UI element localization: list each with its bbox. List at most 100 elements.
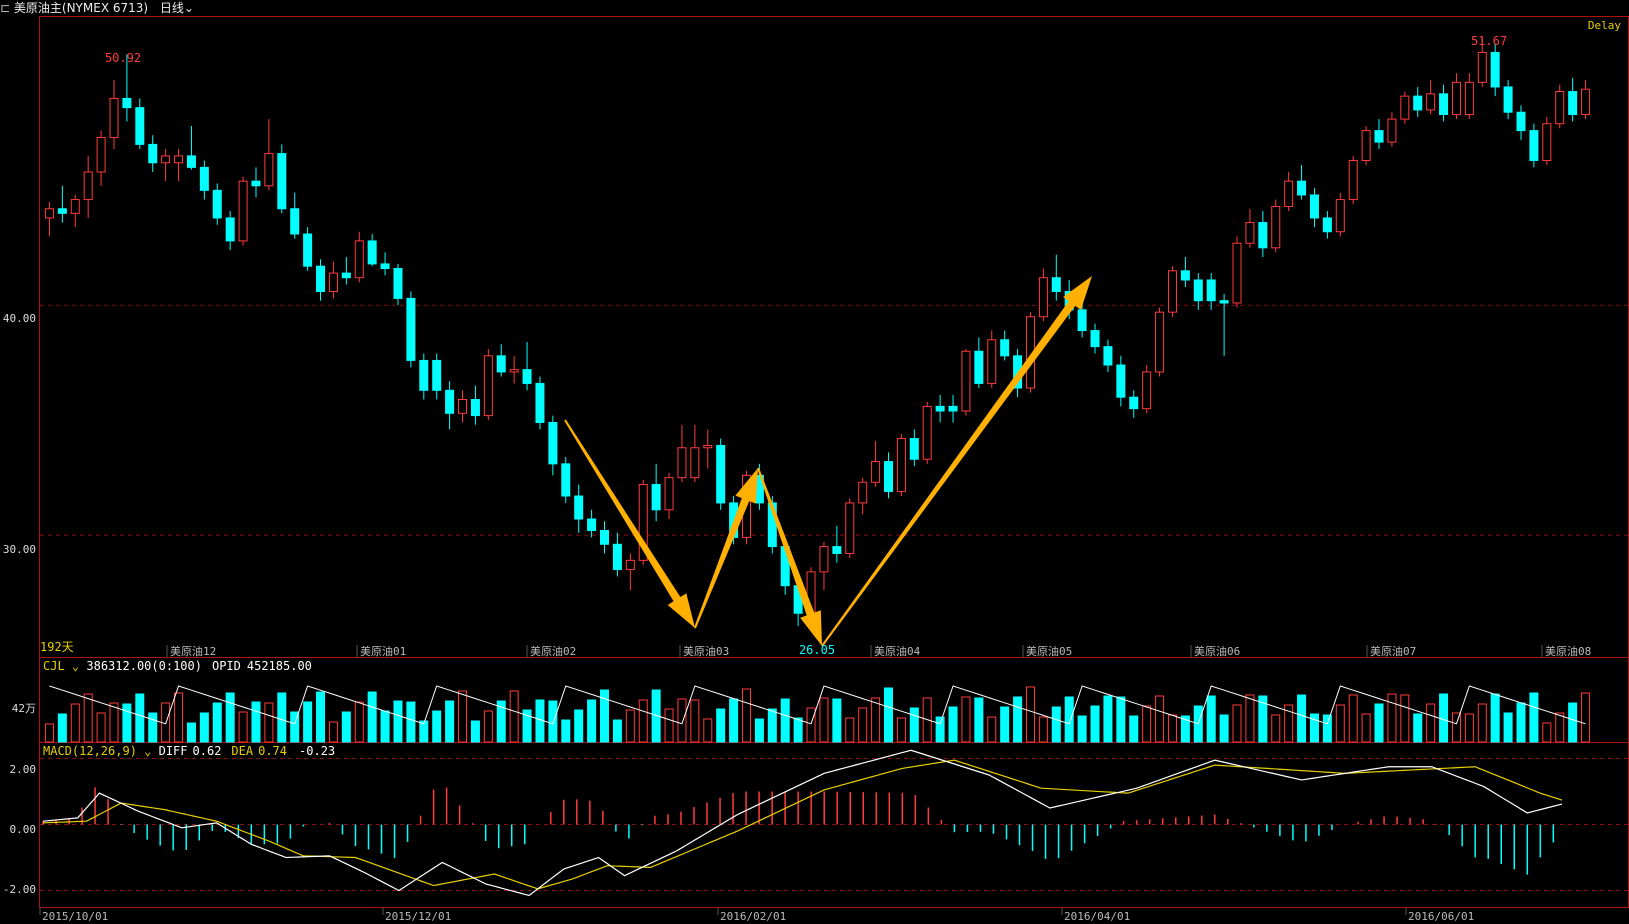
volume-value: 386312.00(0:100) bbox=[86, 659, 202, 673]
volume-bar bbox=[1477, 703, 1487, 743]
volume-label[interactable]: CJL ⌄ 386312.00(0:100) OPID 452185.00 bbox=[43, 659, 312, 673]
candle-body bbox=[1309, 194, 1319, 219]
candle-body bbox=[935, 405, 945, 412]
candle-body bbox=[909, 438, 919, 460]
candle-body bbox=[509, 369, 519, 373]
volume-bar bbox=[1064, 696, 1074, 743]
volume-bars bbox=[44, 685, 1591, 743]
volume-bar bbox=[1038, 716, 1048, 743]
candle-body bbox=[212, 189, 222, 219]
volume-bar bbox=[1555, 712, 1565, 743]
candle-body bbox=[316, 265, 326, 292]
pattern-arrow bbox=[757, 467, 822, 646]
candle-body bbox=[1167, 270, 1177, 313]
volume-bar bbox=[1232, 704, 1242, 743]
volume-bar bbox=[1116, 696, 1126, 743]
macd-value: -0.23 bbox=[299, 744, 335, 758]
volume-bar bbox=[1581, 692, 1591, 743]
volume-bar bbox=[780, 698, 790, 743]
candle-body bbox=[1581, 88, 1591, 116]
candle-body bbox=[1155, 311, 1165, 373]
candle-body bbox=[290, 208, 300, 235]
volume-bar bbox=[290, 711, 300, 743]
macd-indicator bbox=[40, 749, 1629, 897]
volume-y-tick: 42万 bbox=[12, 702, 36, 715]
volume-bar bbox=[212, 702, 222, 743]
chevron-down-icon: ⌄ bbox=[137, 744, 159, 758]
candle-body bbox=[1335, 199, 1345, 233]
macd-label[interactable]: MACD(12,26,9) ⌄ DIFF 0.62 DEA 0.74 -0.23 bbox=[43, 744, 335, 758]
contract-label: 美原油08 bbox=[1545, 644, 1591, 658]
high-annotation: 50.92 bbox=[105, 51, 141, 65]
volume-bar bbox=[574, 709, 584, 743]
candle-body bbox=[1374, 130, 1384, 143]
candle-body bbox=[354, 240, 364, 279]
contract-label: 美原油05 bbox=[1026, 644, 1072, 658]
candle-body bbox=[199, 166, 209, 191]
volume-bar bbox=[793, 717, 803, 743]
panel-frames bbox=[39, 16, 1629, 908]
candle-body bbox=[600, 529, 610, 545]
instrument-title[interactable]: 美原油主(NYMEX 6713) bbox=[13, 1, 149, 15]
volume-bar bbox=[638, 699, 648, 743]
candle-body bbox=[677, 447, 687, 479]
candle-body bbox=[1503, 86, 1513, 113]
candle-body bbox=[1297, 180, 1307, 196]
date-label: 2015/12/01 bbox=[385, 910, 451, 923]
volume-bar bbox=[1516, 702, 1526, 743]
candle-body bbox=[1568, 91, 1578, 116]
date-labels: 2015/10/01 2015/12/01 2016/02/01 2016/04/01… bbox=[39, 907, 1474, 923]
volume-bar bbox=[858, 707, 868, 743]
menu-toggle-icon[interactable]: ⊏ bbox=[0, 1, 11, 15]
volume-bar bbox=[1568, 702, 1578, 743]
diff-line bbox=[42, 749, 1563, 897]
volume-bar bbox=[199, 712, 209, 743]
candle-body bbox=[264, 153, 274, 187]
candle-body bbox=[1284, 180, 1294, 207]
contract-label: 美原油06 bbox=[1194, 644, 1240, 658]
candle-body bbox=[1258, 222, 1268, 249]
volume-bar bbox=[1219, 714, 1229, 743]
volume-bar bbox=[1400, 694, 1410, 743]
volume-bar bbox=[1439, 693, 1449, 743]
candle-body bbox=[1439, 93, 1449, 116]
period-selector[interactable]: 日线⌄ bbox=[160, 1, 194, 15]
volume-bar bbox=[716, 708, 726, 743]
candle-body bbox=[1322, 217, 1332, 233]
candle-body bbox=[1555, 91, 1565, 125]
candle-body bbox=[832, 546, 842, 554]
volume-bar bbox=[445, 700, 455, 743]
candle-body bbox=[1271, 205, 1281, 249]
volume-bar bbox=[1529, 692, 1539, 743]
volume-bar bbox=[1426, 703, 1436, 743]
contract-label: 美原油01 bbox=[360, 644, 406, 658]
candle-body bbox=[238, 180, 248, 242]
date-label: 2016/04/01 bbox=[1064, 910, 1130, 923]
pattern-arrows bbox=[564, 276, 1092, 647]
chevron-down-icon: ⌄ bbox=[65, 659, 87, 673]
date-label: 2016/02/01 bbox=[720, 910, 786, 923]
macd-tick-2: 2.00 bbox=[10, 763, 37, 776]
candle-body bbox=[1529, 130, 1539, 161]
volume-bar bbox=[96, 712, 106, 743]
dea-value: 0.74 bbox=[258, 744, 287, 758]
volume-bar bbox=[1258, 695, 1268, 743]
candle-body bbox=[561, 463, 571, 497]
volume-bar bbox=[1025, 686, 1035, 743]
volume-bar bbox=[328, 721, 338, 743]
volume-bar bbox=[1103, 695, 1113, 743]
contract-label: 美原油02 bbox=[530, 644, 576, 658]
candle-body bbox=[1142, 371, 1152, 410]
volume-bar bbox=[264, 702, 274, 743]
volume-bar bbox=[845, 717, 855, 743]
candle-body bbox=[135, 107, 145, 145]
macd-tick-neg2: -2.00 bbox=[3, 883, 36, 896]
volume-bar bbox=[148, 712, 158, 743]
volume-bar bbox=[57, 713, 67, 743]
candle-body bbox=[922, 405, 932, 460]
volume-bar bbox=[341, 711, 351, 743]
volume-bar bbox=[625, 709, 635, 743]
high2-annotation: 51.67 bbox=[1471, 34, 1507, 48]
volume-indicator-name: CJL bbox=[43, 659, 65, 673]
